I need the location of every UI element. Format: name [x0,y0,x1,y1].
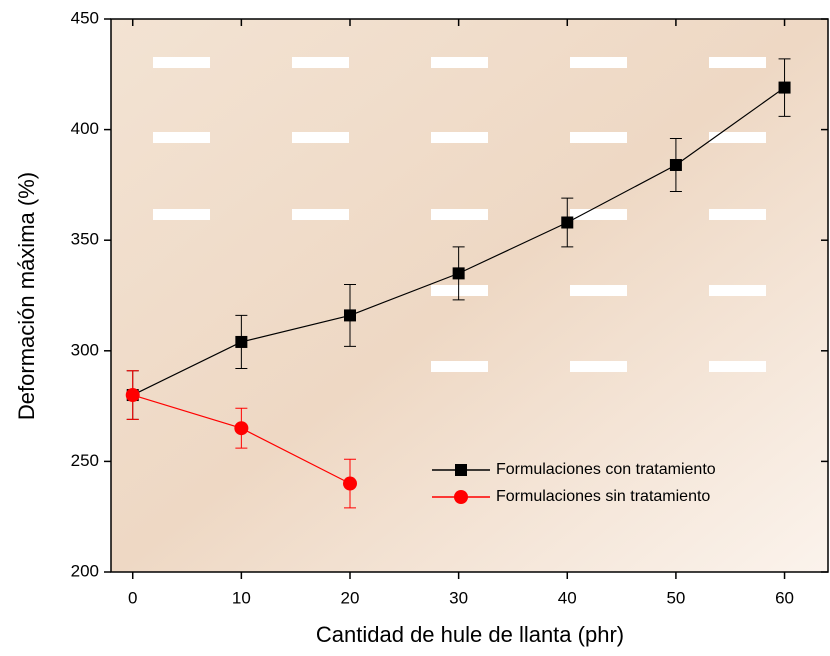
data-point [452,267,465,280]
data-point [125,388,140,403]
legend-label: Formulaciones con tratamiento [496,461,716,478]
data-point [344,309,356,322]
x-tick-label: 50 [666,588,685,607]
x-tick-label: 40 [558,588,577,607]
y-tick-label: 450 [71,8,99,27]
legend-marker [454,490,468,504]
background-decoration [153,57,766,372]
x-tick-label: 20 [341,588,360,607]
y-tick-label: 300 [71,340,99,359]
data-point [669,158,682,171]
y-tick-label: 350 [71,230,99,249]
data-point [234,421,249,436]
legend-marker [455,464,467,476]
y-tick-label: 200 [71,561,99,580]
x-tick-label: 60 [775,588,794,607]
x-tick-label: 30 [449,588,468,607]
y-axis-title: Deformación máxima (%) [14,172,39,420]
legend-label: Formulaciones sin tratamiento [496,488,710,505]
data-point [235,335,248,348]
x-tick-label: 0 [128,588,137,607]
x-axis-title: Cantidad de hule de llanta (phr) [316,622,624,647]
y-tick-label: 250 [71,451,99,470]
y-tick-label: 400 [71,119,99,138]
x-tick-label: 10 [232,588,251,607]
data-point [343,476,357,491]
plot-frame [110,18,829,573]
data-point [561,216,574,229]
data-point [778,81,791,94]
